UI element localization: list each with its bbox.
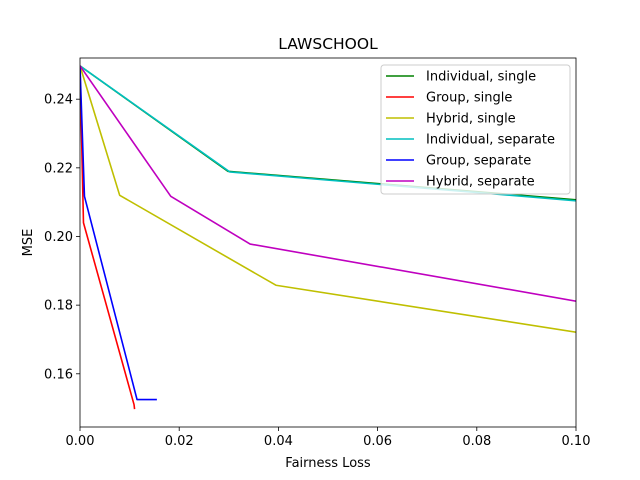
x-tick-label: 0.02	[165, 434, 194, 449]
legend-label-5: Hybrid, separate	[426, 175, 535, 190]
legend: Individual, single Group, single Hybrid, s…	[380, 64, 571, 195]
series-line-2	[80, 65, 576, 334]
legend-label-3: Individual, separate	[426, 133, 555, 148]
y-tick-label: 0.24	[44, 93, 73, 108]
series-line-5	[80, 65, 576, 302]
y-axis-label: MSE	[21, 229, 36, 257]
x-axis: 0.00 0.02 0.04 0.06 0.08 0.10	[66, 427, 591, 449]
y-tick-label: 0.18	[44, 299, 73, 314]
y-tick-label: 0.16	[44, 367, 73, 382]
legend-label-2: Hybrid, single	[426, 112, 516, 127]
x-tick-label: 0.06	[363, 434, 392, 449]
legend-box	[380, 64, 571, 195]
series-layer	[80, 65, 576, 410]
x-tick-label: 0.04	[264, 434, 293, 449]
legend-label-4: Group, separate	[426, 154, 531, 169]
series-line-4	[80, 65, 157, 401]
plot-frame	[79, 57, 577, 428]
y-tick-label: 0.20	[44, 230, 73, 245]
legend-label-1: Group, single	[426, 91, 512, 106]
series-line-1	[80, 65, 136, 410]
x-tick-label: 0.00	[66, 434, 95, 449]
chart-title: LAWSCHOOL	[278, 35, 378, 53]
y-tick-label: 0.22	[44, 161, 73, 176]
x-tick-label: 0.08	[462, 434, 491, 449]
y-axis: 0.16 0.18 0.20 0.22 0.24	[44, 93, 80, 382]
x-axis-label: Fairness Loss	[285, 456, 371, 471]
x-tick-label: 0.10	[562, 434, 591, 449]
legend-label-0: Individual, single	[426, 70, 536, 85]
